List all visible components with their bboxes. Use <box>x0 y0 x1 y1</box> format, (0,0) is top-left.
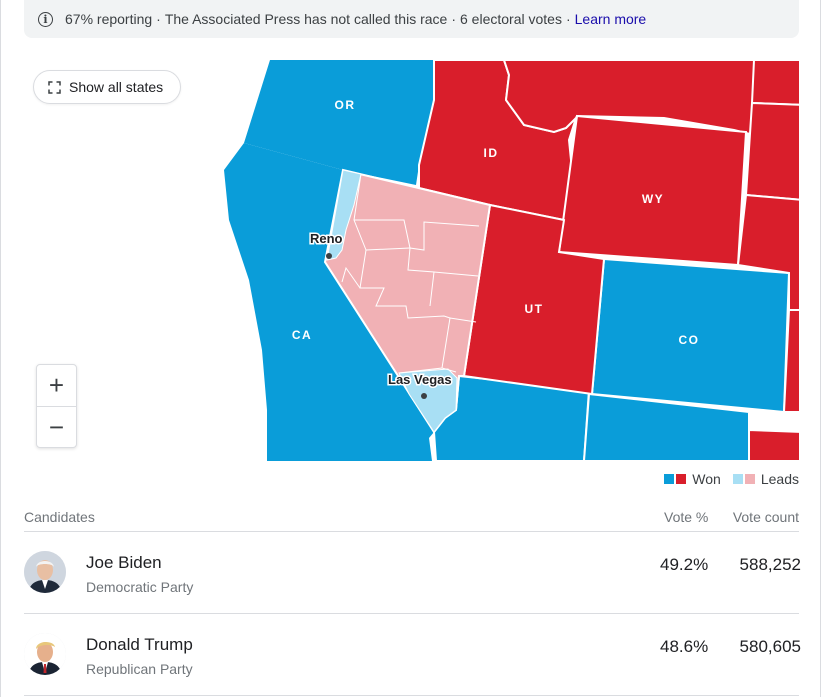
state-label-or: OR <box>335 98 356 112</box>
candidate-vote-pct: 48.6% <box>660 637 709 656</box>
candidate-vote-count: 580,605 <box>739 637 801 656</box>
zoom-out-button[interactable]: − <box>48 412 65 442</box>
map-state-nd[interactable] <box>750 60 799 106</box>
show-all-states-label: Show all states <box>69 79 164 95</box>
city-dot-reno <box>326 253 332 259</box>
separator: · <box>156 11 161 27</box>
divider <box>24 695 799 696</box>
race-status-bar: i 67% reporting · The Associated Press h… <box>24 0 799 38</box>
header-vote-pct: Vote % <box>664 509 709 525</box>
map-state-ca[interactable] <box>224 143 434 461</box>
candidate-vote-pct: 49.2% <box>660 555 709 574</box>
separator: · <box>451 11 456 27</box>
candidate-name[interactable]: Joe Biden <box>86 553 162 572</box>
avatar <box>24 633 66 675</box>
electoral-votes-text: 6 electoral votes <box>460 11 562 27</box>
avatar <box>24 551 66 593</box>
nevada-county-lines <box>341 173 480 374</box>
candidate-party: Democratic Party <box>86 579 194 595</box>
map-state-ks[interactable] <box>782 309 799 413</box>
zoom-divider <box>37 406 76 407</box>
candidate-row[interactable]: Joe Biden Democratic Party 49.2% 588,252 <box>24 532 801 614</box>
divider <box>24 531 799 532</box>
show-all-states-button[interactable]: Show all states <box>33 70 181 104</box>
candidate-vote-count: 588,252 <box>739 555 801 574</box>
map-state-sd[interactable] <box>744 101 799 201</box>
header-vote-count: Vote count <box>732 509 799 525</box>
divider <box>24 613 799 614</box>
city-dot-las-vegas <box>421 393 427 399</box>
city-label-las-vegas: Las Vegas <box>388 372 452 387</box>
city-label-reno: Reno <box>310 231 343 246</box>
candidate-row[interactable]: Donald Trump Republican Party 48.6% 580,… <box>24 614 801 696</box>
state-label-wy: WY <box>642 192 664 206</box>
state-label-ca: CA <box>292 328 312 342</box>
expand-icon <box>48 80 61 94</box>
legend-swatch-dem-won <box>664 474 675 484</box>
call-status-text: The Associated Press has not called this… <box>164 11 448 27</box>
legend-swatch-rep-won <box>676 474 687 484</box>
legend-swatch-dem-leads <box>732 474 743 484</box>
results-map[interactable]: OR ID WY CA UT CO Reno Las Vegas <box>24 60 799 461</box>
map-state-nm[interactable] <box>582 392 750 461</box>
state-label-co: CO <box>679 333 700 347</box>
separator: · <box>565 11 571 27</box>
legend-swatch-rep-leads <box>744 474 755 484</box>
candidate-party: Republican Party <box>86 661 193 677</box>
zoom-controls: + − <box>36 364 77 448</box>
header-candidates: Candidates <box>24 509 95 525</box>
learn-more-link[interactable]: Learn more <box>574 11 647 27</box>
state-label-id: ID <box>484 146 499 160</box>
info-icon: i <box>38 11 53 27</box>
legend-label-won: Won <box>692 471 721 487</box>
map-state-or[interactable] <box>244 60 434 185</box>
map-state-ok[interactable] <box>748 428 799 461</box>
map-state-wy[interactable] <box>557 114 748 267</box>
candidate-name[interactable]: Donald Trump <box>86 635 193 654</box>
zoom-in-button[interactable]: + <box>48 370 65 400</box>
map-legend: Won Leads <box>664 471 799 487</box>
reporting-text: 67% reporting <box>65 11 153 27</box>
results-table-header: Candidates Vote % Vote count <box>24 509 799 531</box>
legend-label-leads: Leads <box>760 471 799 487</box>
state-label-ut: UT <box>525 302 544 316</box>
